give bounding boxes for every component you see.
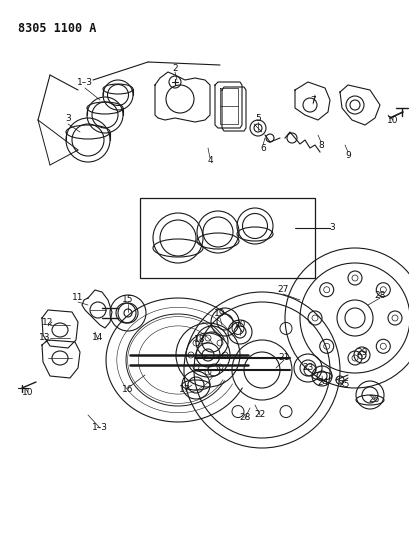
Text: 1–3: 1–3 <box>77 77 93 86</box>
Text: 9: 9 <box>344 150 350 159</box>
Text: 19: 19 <box>214 309 225 318</box>
Text: 5: 5 <box>254 114 260 123</box>
Text: 24: 24 <box>317 378 328 387</box>
Text: 12: 12 <box>42 319 54 327</box>
Text: 15: 15 <box>122 295 133 304</box>
Text: 8305 1100 A: 8305 1100 A <box>18 22 96 35</box>
Text: 7: 7 <box>309 95 315 104</box>
Text: 26: 26 <box>367 395 379 405</box>
Text: 23: 23 <box>301 364 313 373</box>
Text: 22: 22 <box>254 410 265 419</box>
Text: 18: 18 <box>194 335 205 344</box>
Text: 4: 4 <box>207 156 212 165</box>
Text: 1–3: 1–3 <box>92 424 108 432</box>
Bar <box>139 198 314 278</box>
Text: 6: 6 <box>259 143 265 152</box>
Text: 3: 3 <box>65 114 71 123</box>
Text: 16: 16 <box>122 385 133 394</box>
Text: 20: 20 <box>234 320 245 329</box>
Text: 29: 29 <box>355 349 367 358</box>
Text: 8: 8 <box>317 141 323 149</box>
Text: 2: 2 <box>172 63 178 72</box>
Text: 25: 25 <box>337 381 349 390</box>
Text: 3: 3 <box>328 223 334 232</box>
Text: 17: 17 <box>179 385 190 394</box>
Text: 27: 27 <box>276 286 288 295</box>
Text: 28: 28 <box>373 290 385 300</box>
Text: 13: 13 <box>39 334 51 343</box>
Text: 28: 28 <box>239 414 250 423</box>
Text: 10: 10 <box>387 116 398 125</box>
Text: 21: 21 <box>278 353 289 362</box>
Text: 10: 10 <box>22 389 34 398</box>
Text: 11: 11 <box>72 294 83 303</box>
Text: 14: 14 <box>92 334 103 343</box>
